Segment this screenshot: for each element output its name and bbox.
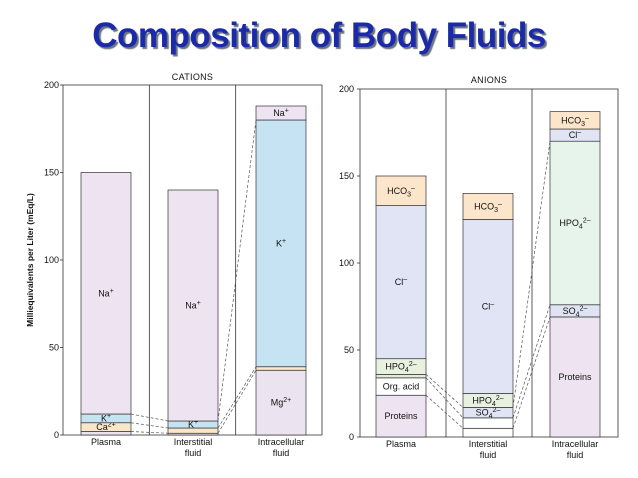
cations-connector-line: [217, 119, 257, 422]
anions-segment-label-proteins: Proteins: [384, 411, 418, 421]
anions-segment-label-cl: Cl–: [569, 130, 582, 141]
anions-bar-intracellular-segment-hpo42: [549, 140, 601, 306]
anions-segment-label-hco3: HCO3–: [387, 185, 415, 198]
cations-segment-label-ca: Ca2+: [96, 422, 116, 433]
anions-segment-label-org-acid: Org. acid: [383, 382, 420, 392]
anions-bar-interstitial-segment-part-0: [462, 427, 514, 438]
cations-segment-label-k: K+: [188, 419, 198, 430]
anions-y-tick-label: 50: [344, 345, 354, 355]
anions-connector-line: [512, 316, 551, 429]
cations-segment-label-k: K+: [101, 413, 111, 424]
anions-bar-intracellular-segment-proteins: [549, 316, 601, 438]
anions-segment-label-proteins: Proteins: [558, 372, 592, 382]
cations-segment-label-k: K+: [276, 238, 286, 249]
anions-segment-label-so42: SO42–: [563, 305, 588, 318]
anions-bar-plasma-segment-hco3: [375, 175, 427, 206]
cations-bar-interstitial-segment-na: [167, 189, 219, 422]
anions-bar-plasma-segment-part-2: [375, 374, 427, 379]
y-axis-title: Milliequivalents per Liter (mEq/L): [25, 193, 35, 327]
anions-y-tick-label: 0: [349, 432, 354, 442]
anions-segment-label-hpo42: HPO42–: [472, 395, 503, 408]
cations-y-tick-label: 0: [54, 430, 59, 440]
cations-connector-line: [130, 413, 169, 422]
anions-bar-interstitial-segment-cl: [462, 219, 514, 394]
anions-segment-label-so42: SO42–: [476, 407, 501, 420]
cations-category-label-plasma: Plasma: [91, 437, 121, 447]
anions-bar-interstitial-segment-hco3: [462, 193, 514, 220]
cations-bar-plasma-segment-na: [80, 172, 132, 415]
cations-segment-label-na: Na+: [273, 108, 289, 119]
anions-category-label-plasma: Plasma: [386, 439, 416, 449]
anions-segment-label-hco3: HCO3–: [561, 115, 589, 128]
anions-y-tick-label: 100: [339, 258, 354, 268]
anions-y-tick-label: 200: [339, 84, 354, 94]
slide-title: Composition of Body Fluids: [92, 16, 546, 55]
cations-category-label-intracellular: Intracellular fluid: [258, 437, 305, 458]
cations-bar-intracellular-segment-part-1: [255, 366, 307, 371]
cations-panel: CATIONS 0 50 100 150 200 Milliequivalents per …: [25, 72, 323, 458]
cations-y-tick-label: 50: [49, 343, 59, 353]
cations-category-label-interstitial: Interstitial fluid: [174, 437, 213, 458]
cations-segment-label-na: Na+: [98, 288, 114, 299]
cations-bar-intracellular-segment-mg2: [255, 369, 307, 436]
anions-panel-title: ANIONS: [471, 75, 507, 85]
anions-bar-intracellular-segment-hco3: [549, 111, 601, 130]
anions-category-label-intracellular: Intracellular fluid: [552, 439, 599, 460]
cations-bar-intracellular-segment-k: [255, 119, 307, 368]
anions-panel: ANIONS 0 50 100 150 200 Proteins Org. acid HPO42…: [339, 75, 619, 460]
anions-connector-line: [425, 377, 464, 419]
anions-segment-label-hco3: HCO3–: [474, 201, 502, 214]
cations-connector-line: [130, 431, 169, 434]
cations-segment-label-na: Na+: [185, 300, 201, 311]
cations-y-tick-label: 100: [44, 255, 59, 265]
cations-y-tick-label: 200: [44, 80, 59, 90]
anions-connector-line: [425, 394, 464, 429]
anions-category-label-interstitial: Interstitial fluid: [469, 439, 508, 460]
cations-bar-intracellular-segment-na: [255, 105, 307, 121]
cations-panel-title: CATIONS: [172, 72, 213, 82]
cations-connector-line: [130, 422, 169, 429]
cations-connector-line: [217, 366, 257, 429]
cations-y-tick-label: 150: [44, 168, 59, 178]
anions-segment-label-hpo42: HPO42–: [559, 217, 590, 230]
anions-connector-line: [425, 374, 464, 408]
anions-segment-label-cl: Cl–: [482, 301, 495, 312]
anions-segment-label-hpo42: HPO42–: [385, 361, 416, 374]
cations-segment-label-mg2: Mg2+: [271, 397, 292, 408]
anions-y-tick-label: 150: [339, 171, 354, 181]
anions-bar-plasma-segment-cl: [375, 205, 427, 360]
cations-connector-line: [217, 370, 257, 434]
anions-segment-label-cl: Cl–: [395, 277, 408, 288]
